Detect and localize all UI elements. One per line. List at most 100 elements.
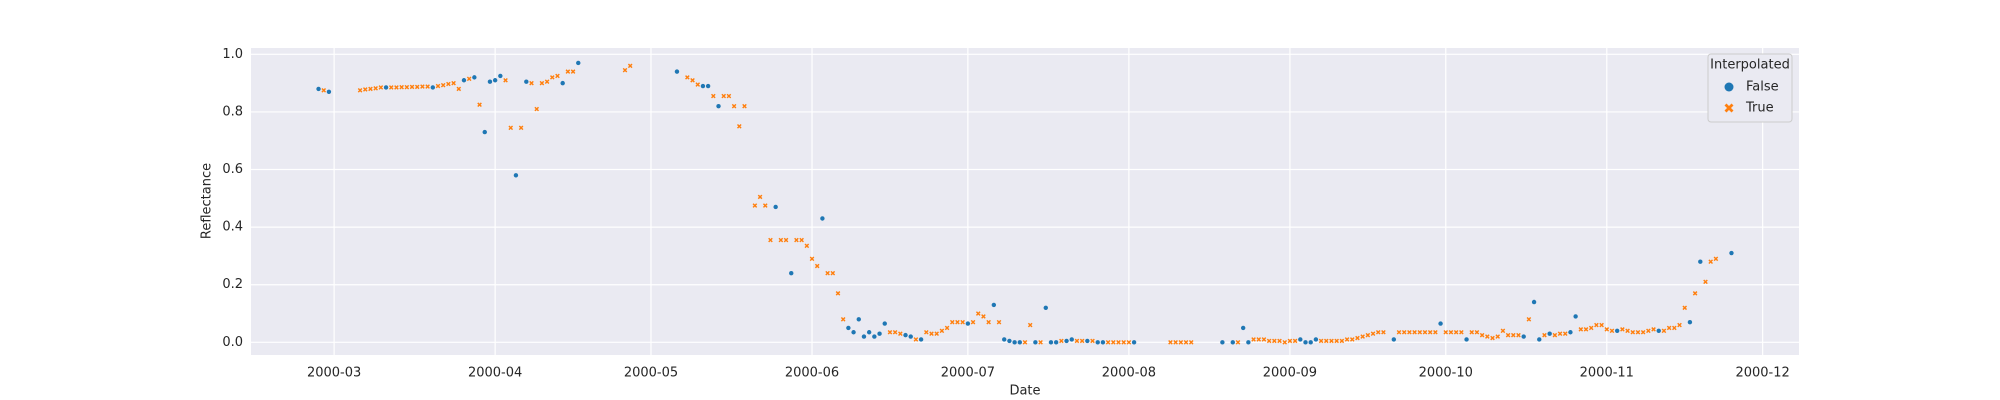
- point: [1438, 321, 1443, 326]
- point: [1074, 338, 1080, 344]
- point: [700, 83, 706, 89]
- point: [1282, 340, 1288, 345]
- point: [835, 291, 841, 296]
- point: [549, 75, 555, 80]
- point: [1381, 329, 1386, 335]
- point: [726, 93, 732, 99]
- point: [986, 319, 991, 325]
- point: [898, 331, 903, 336]
- point: [970, 319, 976, 325]
- point: [1459, 329, 1464, 335]
- point: [383, 85, 389, 90]
- point: [1033, 340, 1038, 345]
- point: [1183, 340, 1189, 345]
- point: [799, 237, 804, 243]
- point: [721, 93, 727, 99]
- point: [1427, 329, 1433, 335]
- point: [929, 331, 934, 336]
- point: [1490, 335, 1495, 341]
- x-tick-label: 2000-11: [1580, 366, 1634, 381]
- point: [1672, 325, 1677, 331]
- point: [555, 73, 560, 79]
- point: [1266, 338, 1272, 344]
- point: [949, 319, 955, 325]
- point: [1391, 337, 1397, 342]
- legend-label: True: [1745, 101, 1774, 116]
- point: [414, 84, 420, 90]
- point: [1339, 338, 1345, 344]
- point: [1448, 329, 1454, 335]
- point: [1355, 335, 1360, 341]
- point: [1422, 329, 1428, 335]
- point: [1220, 340, 1225, 345]
- point: [446, 81, 451, 87]
- point: [861, 334, 867, 339]
- x-tick-label: 2000-05: [624, 366, 678, 381]
- point: [357, 88, 363, 93]
- point: [965, 321, 971, 326]
- point: [1599, 322, 1604, 328]
- point: [820, 216, 825, 221]
- point: [1318, 338, 1324, 344]
- point: [1085, 338, 1090, 344]
- point: [1443, 329, 1449, 335]
- point: [1510, 332, 1516, 338]
- point: [939, 328, 945, 334]
- point: [1640, 329, 1646, 335]
- point: [674, 69, 680, 74]
- legend-title: Interpolated: [1710, 58, 1790, 73]
- point: [451, 80, 456, 86]
- point: [477, 102, 482, 108]
- point: [866, 330, 872, 335]
- point: [1620, 327, 1625, 332]
- point: [513, 173, 519, 178]
- point: [716, 103, 721, 109]
- point: [404, 84, 410, 90]
- point: [1038, 340, 1043, 345]
- point: [1588, 325, 1594, 331]
- point: [399, 84, 404, 90]
- point: [1230, 340, 1235, 345]
- point: [1505, 332, 1511, 338]
- point: [1116, 340, 1121, 345]
- point: [534, 106, 540, 112]
- point: [830, 270, 836, 276]
- point: [565, 69, 571, 74]
- point: [1329, 338, 1334, 344]
- plot-area: [251, 48, 1799, 355]
- point: [695, 82, 701, 87]
- point: [1323, 338, 1329, 344]
- point: [856, 317, 861, 322]
- point: [1614, 328, 1620, 334]
- point: [778, 237, 784, 243]
- point: [1713, 256, 1719, 262]
- y-axis-label: Reflectance: [200, 163, 215, 239]
- point: [529, 80, 534, 86]
- point: [1417, 329, 1423, 335]
- point: [524, 79, 529, 84]
- point: [877, 331, 882, 336]
- point: [913, 337, 919, 342]
- point: [851, 330, 856, 335]
- point: [1100, 340, 1106, 345]
- point: [731, 103, 737, 109]
- point: [435, 83, 441, 89]
- point: [1261, 337, 1267, 342]
- point: [1292, 338, 1298, 344]
- point: [1105, 340, 1111, 345]
- point: [768, 237, 773, 243]
- point: [498, 73, 503, 79]
- point: [1552, 332, 1558, 338]
- point: [814, 263, 820, 269]
- point: [757, 194, 763, 200]
- point: [955, 319, 960, 325]
- point: [809, 256, 815, 262]
- point: [1625, 328, 1630, 334]
- point: [456, 86, 462, 92]
- point: [1173, 340, 1178, 345]
- point: [1635, 329, 1641, 335]
- x-tick-label: 2000-09: [1263, 366, 1317, 381]
- point: [872, 334, 877, 339]
- point: [1002, 337, 1007, 342]
